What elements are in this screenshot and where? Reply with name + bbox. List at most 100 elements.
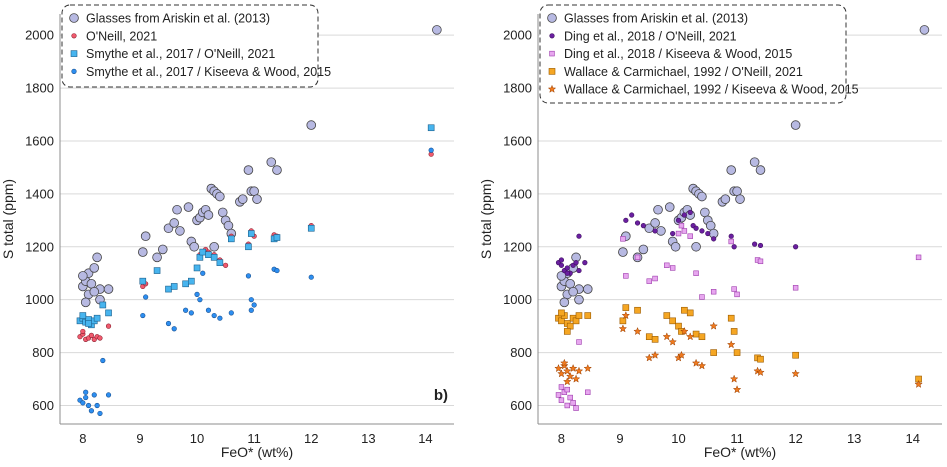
data-point — [697, 191, 707, 202]
data-point — [554, 363, 563, 373]
data-point — [755, 165, 766, 175]
data-point — [700, 207, 710, 218]
data-point — [914, 379, 923, 388]
data-point — [693, 225, 699, 231]
y-tick-label: 1200 — [25, 239, 54, 254]
data-point — [618, 324, 628, 333]
legend-marker — [548, 68, 556, 75]
data-point — [172, 204, 182, 215]
data-point — [645, 333, 653, 341]
data-point — [757, 355, 764, 363]
data-point — [92, 252, 102, 263]
data-point — [103, 284, 114, 294]
data-point — [656, 226, 666, 236]
data-point — [670, 241, 681, 252]
data-point — [78, 271, 88, 281]
data-point — [662, 332, 672, 341]
data-point — [634, 254, 641, 261]
data-point — [633, 326, 642, 336]
data-point — [170, 283, 178, 290]
data-point — [215, 191, 225, 202]
data-point — [200, 270, 206, 276]
data-point — [567, 394, 573, 401]
data-point — [100, 357, 106, 364]
data-point — [680, 326, 689, 336]
y-tick-label: 1200 — [503, 239, 532, 254]
y-tick-label: 1600 — [503, 133, 532, 148]
y-tick-label: 800 — [32, 345, 54, 360]
data-point — [89, 263, 100, 273]
legend-label: Ding et al., 2018 / Kiseeva & Wood, 2015 — [564, 47, 792, 61]
data-point — [228, 310, 234, 316]
data-point — [651, 336, 659, 343]
data-point — [919, 25, 930, 35]
y-tick-label: 1000 — [503, 292, 532, 307]
data-point — [623, 273, 629, 279]
data-point — [217, 315, 223, 321]
chart-panel-1: 600 800 1000 1200 1400 1600 1800 2000 8 9 10 11 12 13… — [0, 4, 454, 460]
legend-label: Ding et al., 2018 / O'Neill, 2021 — [564, 29, 737, 43]
y-tick-label: 1600 — [25, 133, 54, 148]
data-point — [568, 286, 578, 297]
legend-marker — [549, 50, 555, 57]
data-point — [646, 278, 652, 284]
data-point — [274, 267, 280, 274]
legend-label: Glasses from Ariskin et al. (2013) — [564, 12, 748, 26]
data-point — [266, 157, 277, 167]
data-point — [652, 228, 658, 234]
data-point — [582, 260, 588, 266]
data-point — [189, 241, 199, 252]
data-point — [622, 304, 630, 311]
data-point — [618, 247, 628, 257]
data-point — [640, 223, 646, 229]
data-point — [687, 209, 693, 215]
data-point — [756, 367, 765, 377]
data-point — [752, 241, 758, 247]
data-point — [175, 226, 185, 236]
data-point — [565, 279, 576, 289]
data-point — [563, 328, 571, 335]
legend-marker — [71, 33, 77, 39]
data-point — [757, 258, 764, 265]
legend-label: O'Neill, 2021 — [86, 29, 157, 43]
data-point — [562, 377, 572, 386]
data-point — [732, 385, 742, 394]
data-point — [183, 202, 194, 212]
data-point — [575, 312, 583, 319]
x-tick-label: 11 — [730, 431, 744, 446]
data-point — [669, 265, 676, 271]
data-point — [194, 291, 200, 297]
data-point — [153, 267, 161, 274]
data-point — [634, 220, 641, 226]
y-tick-label: 1800 — [25, 81, 54, 96]
data-point — [564, 265, 570, 271]
legend-frame — [61, 4, 319, 88]
data-point — [307, 224, 315, 232]
data-point — [308, 274, 314, 280]
data-point — [576, 267, 582, 274]
x-tick-label: 9 — [616, 431, 623, 446]
legend-label: Smythe et al., 2017 / Kiseeva & Wood, 20… — [86, 65, 331, 79]
data-point — [574, 366, 584, 375]
x-tick-label: 14 — [418, 431, 432, 446]
data-point — [193, 264, 201, 272]
data-point — [582, 284, 593, 294]
x-tick-label: 9 — [136, 431, 143, 446]
legend: Glasses from Ariskin et al. (2013) Ding e… — [539, 4, 859, 104]
data-point — [272, 165, 282, 175]
data-point — [574, 294, 584, 305]
data-point — [251, 302, 257, 308]
series-3 — [76, 124, 435, 329]
data-point — [652, 275, 658, 282]
data-point — [143, 294, 149, 300]
data-point — [79, 312, 87, 319]
legend-marker — [547, 13, 557, 23]
y-tick-label: 2000 — [503, 28, 532, 43]
data-point — [105, 392, 112, 398]
x-tick-label: 8 — [79, 431, 86, 446]
y-tick-label: 1400 — [25, 186, 54, 201]
data-point — [710, 289, 717, 295]
data-point — [681, 228, 688, 234]
data-point — [97, 335, 103, 341]
data-point — [188, 310, 194, 316]
